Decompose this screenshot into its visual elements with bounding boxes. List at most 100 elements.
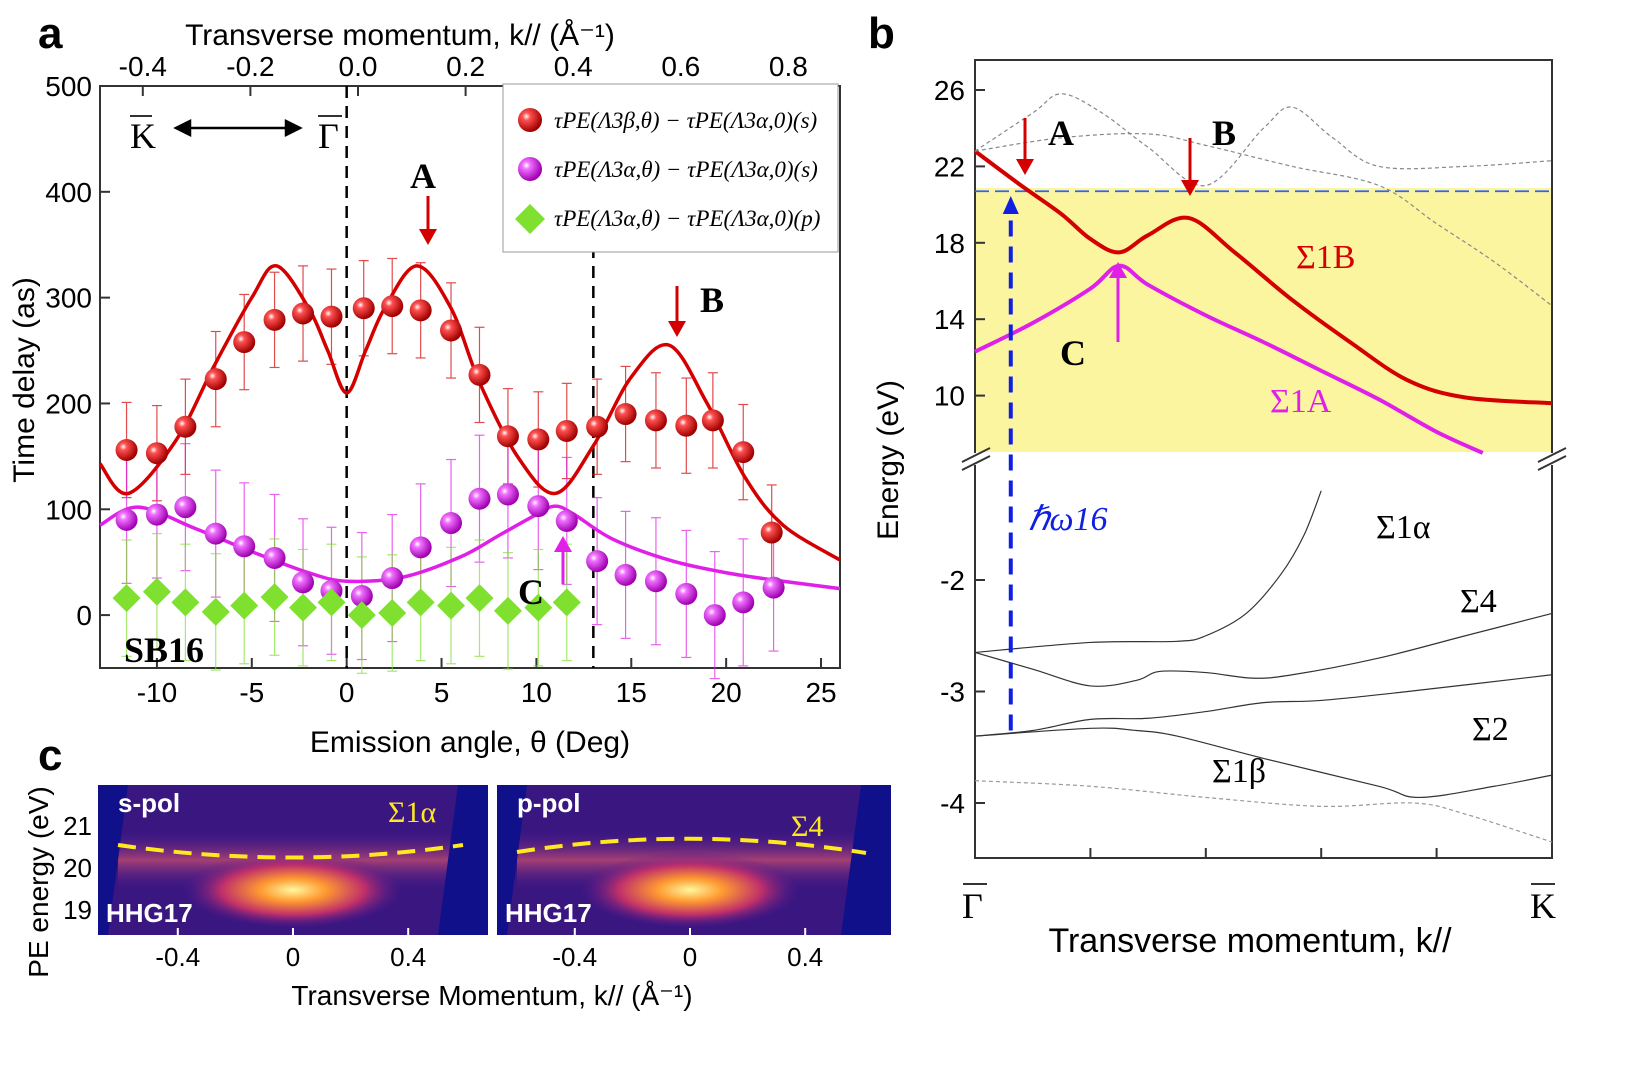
y-tick-label: 500 [45,71,92,102]
top-x-tick-label: 0.0 [339,51,378,82]
label-sigma2: Σ2 [1472,711,1509,748]
heatmap-s-pol: s-pol HHG17 Σ1α -0.4 0 0.4 [98,785,488,972]
data-point-sphere [614,403,637,426]
band-curve-dashed-3 [974,132,1553,307]
data-point-sphere [381,295,404,318]
legend-marker-magenta [518,157,542,181]
panel-label-b: b [868,9,895,58]
data-point-diamond [289,593,318,622]
arrow-head [554,536,572,552]
data-point-sphere [760,521,783,544]
legend-label-0: τPE(Λ3β,θ) − τPE(Λ3α,0)(s) [554,108,817,133]
data-point-sphere [762,576,785,599]
arrow-B-b-icon [1181,138,1199,196]
y-tick-label: 14 [934,304,965,335]
fit-curve-1 [99,504,841,591]
kbar-label: K [130,116,156,156]
y-tick-label: -4 [940,788,965,819]
data-point-sphere [732,591,755,614]
data-point-sphere [292,571,315,594]
band-curve-Σ1α [974,490,1322,654]
x-tick-label: 0 [683,942,697,972]
panel-b-chart: 10 14 18 22 26 -2 -3 -4 Energy (eV) Transverse … [872,59,1570,960]
data-point-sphere [115,439,138,462]
top-x-tick-label: -0.2 [226,51,274,82]
data-point-sphere [468,363,491,386]
annotation-C-b: C [1060,333,1086,373]
top-x-tick-label: 0.4 [554,51,593,82]
data-point-sphere [233,535,256,558]
top-x-tick-label: -0.4 [119,51,167,82]
x-tick-label: 0.4 [787,942,823,972]
x-tick-label: 0 [286,942,300,972]
fit-curve-0 [98,264,841,562]
data-point-diamond [378,598,407,627]
x-tick-label: -0.4 [552,942,597,972]
data-point-sphere [527,428,550,451]
data-point-sphere [174,496,197,519]
data-point-sphere [527,495,550,518]
data-point-diamond [171,588,200,617]
y-tick-label: 200 [45,388,92,419]
data-point-sphere [614,563,637,586]
data-point-sphere [350,585,373,608]
harmonic-label: HHG17 [505,898,592,928]
data-point-diamond [112,584,141,613]
x-axis-label: Emission angle, θ (Deg) [310,726,630,759]
heatmap-edge-left [98,785,128,935]
arrow-B-icon [668,286,686,337]
legend-marker-green [515,204,545,234]
sideband-label: SB16 [124,630,204,670]
heatmap-p-pol: p-pol HHG17 Σ4 -0.4 0 0.4 [497,785,891,972]
annotation-A: A [410,156,436,196]
y-axis-label: Time delay (as) [8,277,41,483]
data-point-diamond [201,597,230,626]
top-x-tick-label: 0.2 [446,51,485,82]
data-point-diamond [406,588,435,617]
annotation-C: C [518,572,544,612]
x-tick-label: -0.4 [155,942,200,972]
panel-a-frame [99,85,841,669]
panel-a-chart: -10 -5 0 5 10 15 20 25 0 100 200 300 400 500 -0.4 -0.2 0… [8,19,841,759]
y-axis-label-c: PE energy (eV) [23,786,54,977]
axis-break-gap [960,453,1570,465]
gamma-label: Γ [318,116,339,156]
data-point-sphere [440,319,463,342]
arrow-head [1109,262,1127,278]
data-point-sphere [644,570,667,593]
data-point-sphere [115,508,138,531]
legend: τPE(Λ3β,θ) − τPE(Λ3α,0)(s) τPE(Λ3α,θ) − … [502,83,839,253]
polarization-label: s-pol [118,788,180,818]
label-sigma1alpha: Σ1α [1376,509,1431,546]
data-point-diamond [230,591,259,620]
y-tick-label: 400 [45,177,92,208]
y-tick-label: -2 [940,565,965,596]
data-point-diamond [347,601,376,630]
band-curve-Σ1A [974,263,1484,455]
band-curve-Σ4 [974,612,1553,687]
data-point-sphere [409,299,432,322]
data-point-sphere [145,442,168,465]
data-point-sphere [204,522,227,545]
label-sigma1B: Σ1B [1296,239,1355,276]
label-sigma1beta: Σ1β [1212,753,1266,790]
data-point-sphere [586,415,609,438]
data-point-sphere [468,487,491,510]
data-point-sphere [496,425,519,448]
data-point-sphere [701,409,724,432]
y-tick-label: 10 [934,381,965,412]
data-point-sphere [496,483,519,506]
data-point-diamond [260,583,289,612]
panel-label-a: a [38,9,63,58]
data-point-sphere [675,414,698,437]
arrow-C-icon [554,536,572,584]
arrow-head [668,321,686,337]
data-point-sphere [145,503,168,526]
y-tick-label: 26 [934,75,965,106]
legend-marker-red [518,108,542,132]
shaded-region [975,188,1552,452]
data-point-sphere [555,509,578,532]
double-arrow-icon [173,118,303,138]
photon-energy-label: ℏω16 [1028,501,1108,538]
data-point-diamond [493,596,522,625]
